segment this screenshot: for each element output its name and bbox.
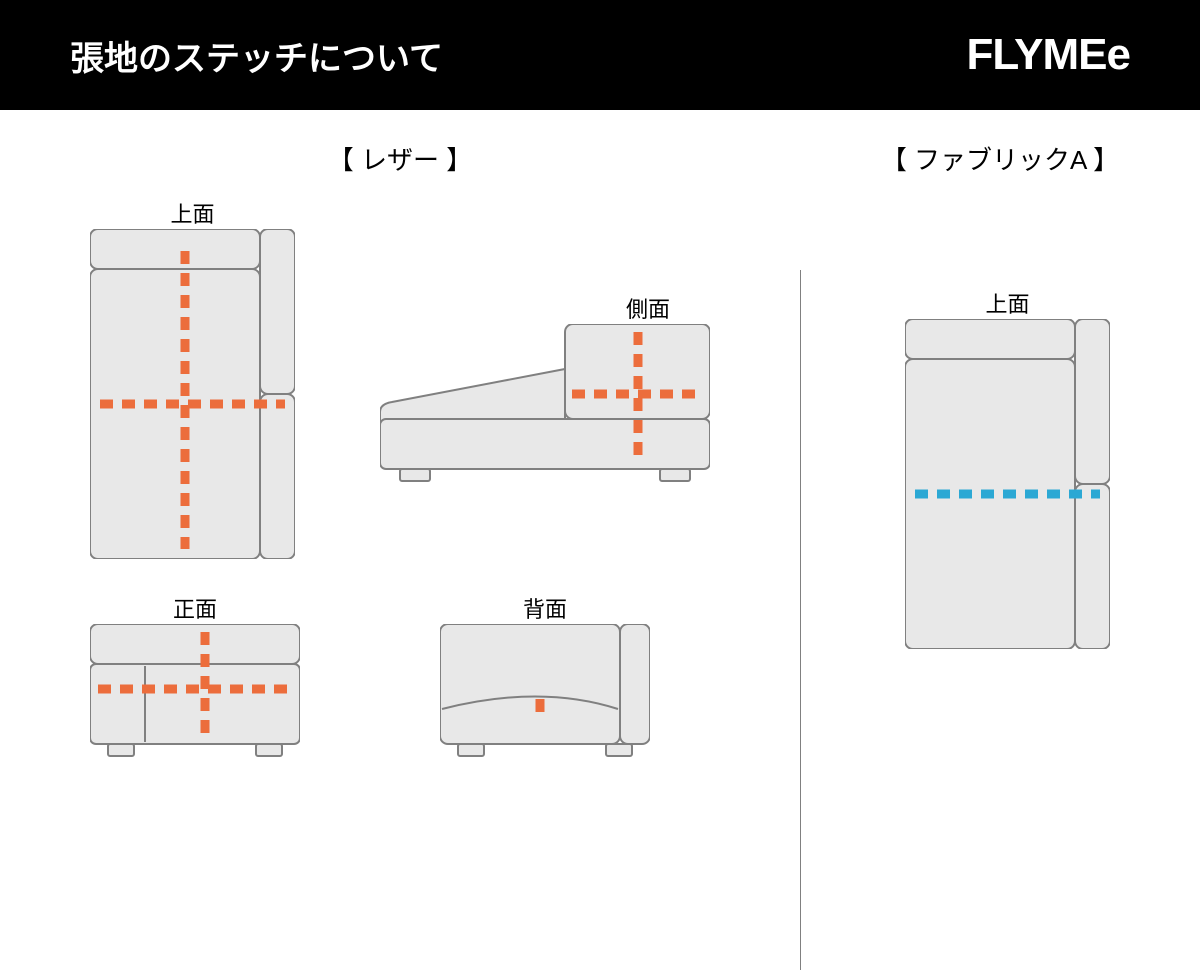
label-side: 側面 [380, 292, 710, 324]
page-title: 張地のステッチについて [70, 31, 443, 80]
label-front: 正面 [90, 592, 300, 624]
leather-back-diagram [440, 624, 650, 759]
brand-logo: FLYMEe [966, 30, 1130, 80]
label-back: 背面 [440, 592, 650, 624]
fabricA-section: 【 ファブリックA 】 上面 [800, 110, 1200, 900]
fabricA-top-diagram [905, 319, 1110, 649]
leather-title: 【 レザー 】 [30, 140, 770, 177]
label-top: 上面 [90, 197, 295, 229]
content: 【 レザー 】 上面 側面 正面 背面 【 ファ [0, 110, 1200, 900]
header: 張地のステッチについて FLYMEe [0, 0, 1200, 110]
leather-section: 【 レザー 】 上面 側面 正面 背面 [0, 110, 800, 900]
fabricA-title: 【 ファブリックA 】 [830, 140, 1170, 177]
leather-side-diagram [380, 324, 710, 484]
fabricA-label-top: 上面 [905, 287, 1110, 319]
leather-top-diagram [90, 229, 295, 559]
leather-front-diagram [90, 624, 300, 759]
